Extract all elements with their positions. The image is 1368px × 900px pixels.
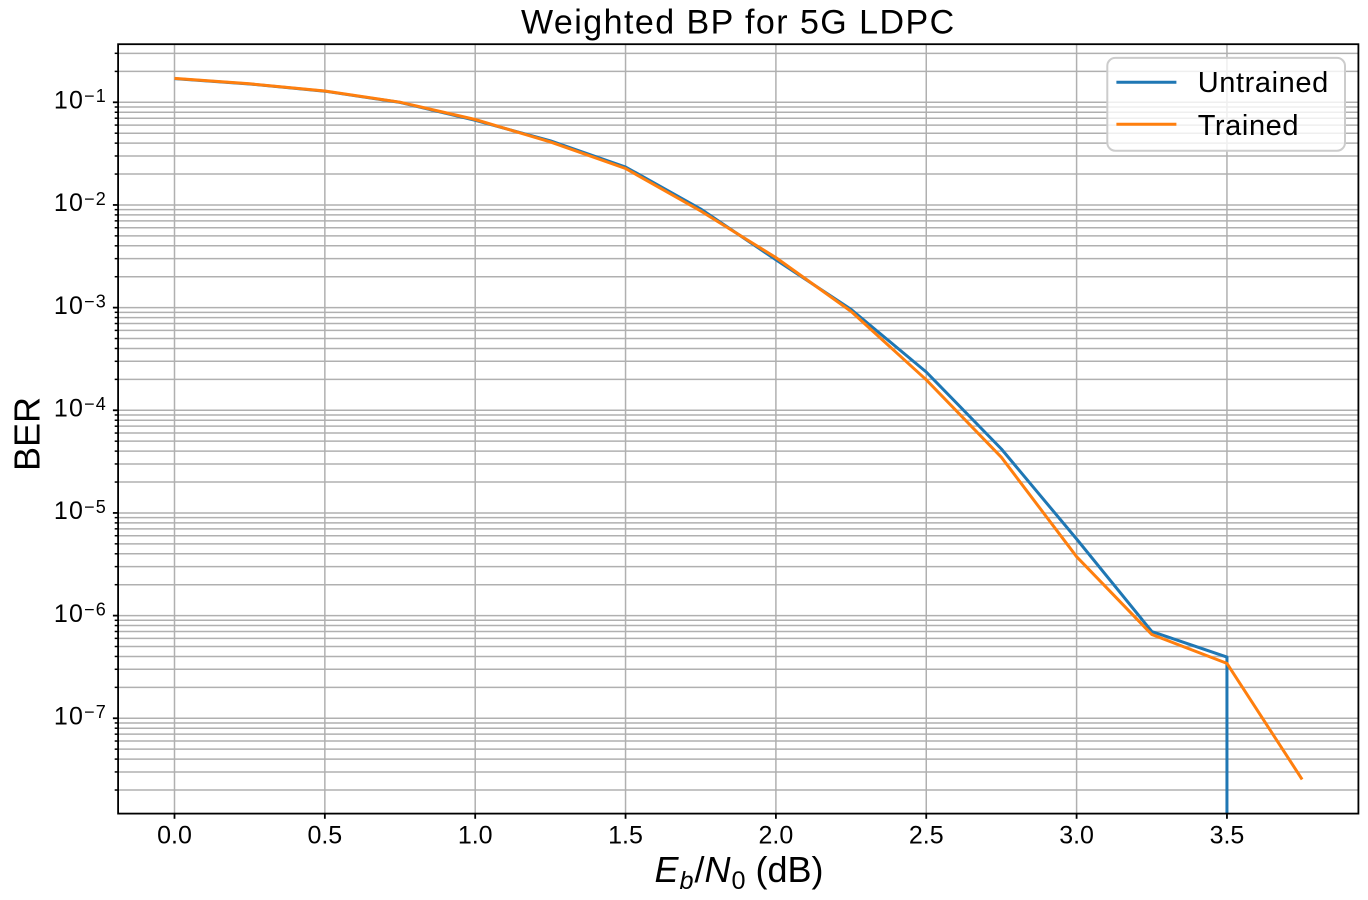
svg-text:Weighted BP for 5G LDPC: Weighted BP for 5G LDPC: [521, 3, 956, 41]
svg-text:1.0: 1.0: [458, 822, 493, 850]
svg-text:0.5: 0.5: [307, 822, 342, 850]
svg-text:Untrained: Untrained: [1198, 67, 1329, 99]
svg-text:2.5: 2.5: [909, 822, 944, 850]
svg-text:Eb/N0 (dB): Eb/N0 (dB): [654, 849, 823, 895]
svg-text:BER: BER: [7, 397, 48, 471]
svg-text:1.5: 1.5: [608, 822, 643, 850]
svg-text:2.0: 2.0: [759, 822, 794, 850]
svg-text:10−2: 10−2: [54, 189, 107, 217]
svg-text:10−3: 10−3: [54, 292, 107, 320]
svg-text:10−5: 10−5: [54, 497, 107, 525]
svg-text:3.5: 3.5: [1210, 822, 1245, 850]
svg-text:Trained: Trained: [1198, 110, 1299, 142]
svg-text:10−6: 10−6: [54, 600, 107, 628]
svg-text:3.0: 3.0: [1059, 822, 1094, 850]
svg-text:0.0: 0.0: [157, 822, 192, 850]
